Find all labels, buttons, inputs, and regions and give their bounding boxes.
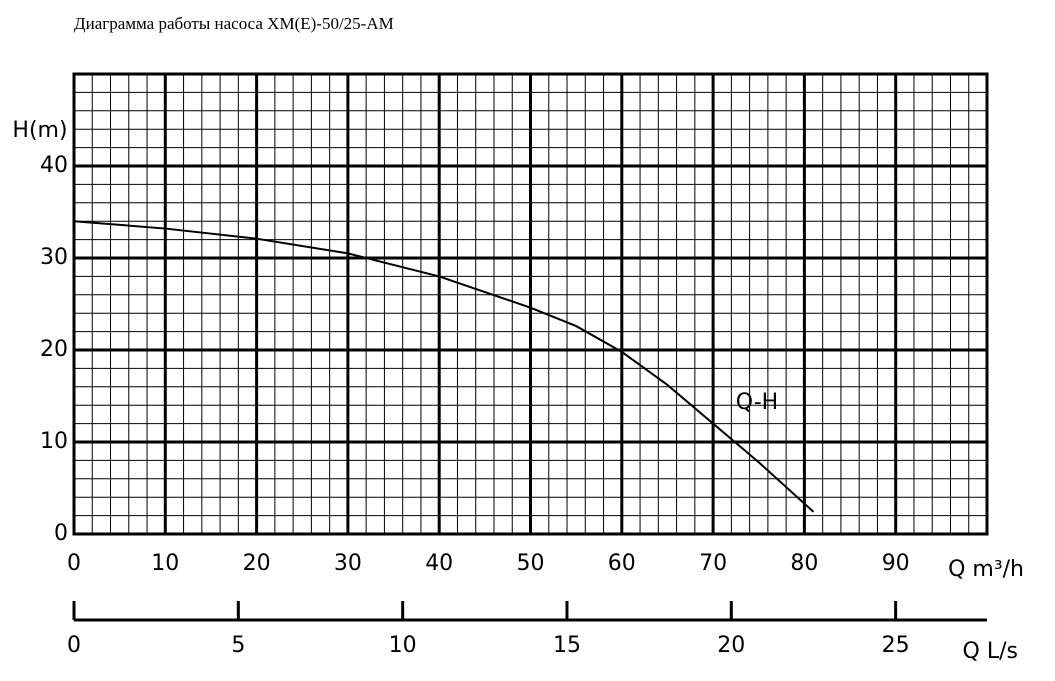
x2-tick-label: 15 [553, 633, 581, 658]
x-tick-label: 70 [699, 551, 727, 576]
x-tick-label: 20 [243, 551, 271, 576]
x2-tick-label: 5 [231, 633, 245, 658]
x-axis-label: Q m³/h [948, 557, 1024, 582]
y-tick-label: 20 [40, 337, 68, 362]
x2-tick-label: 20 [717, 633, 745, 658]
x-tick-label: 0 [67, 551, 81, 576]
y-tick-label: 0 [54, 521, 68, 546]
x2-axis-label: Q L/s [963, 639, 1018, 664]
x-tick-label: 40 [425, 551, 453, 576]
x-tick-label: 90 [882, 551, 910, 576]
x2-tick-label: 10 [389, 633, 417, 658]
x-tick-label: 60 [608, 551, 636, 576]
x2-tick-label: 0 [67, 633, 81, 658]
y-tick-label: 40 [40, 153, 68, 178]
plot-frame [72, 72, 989, 536]
x-tick-label: 80 [790, 551, 818, 576]
x-tick-label: 10 [151, 551, 179, 576]
line [73, 220, 815, 513]
x-tick-label: 30 [334, 551, 362, 576]
chart-title: Диаграмма работы насоса XM(E)-50/25-AM [74, 14, 394, 33]
x-tick-label: 50 [517, 551, 545, 576]
y-tick-label: 10 [40, 429, 68, 454]
x2-tick-label: 25 [882, 633, 910, 658]
y-axis-label: H(m) [12, 118, 67, 143]
y-tick-label: 30 [40, 245, 68, 270]
curve-label: Q-H [736, 390, 778, 415]
